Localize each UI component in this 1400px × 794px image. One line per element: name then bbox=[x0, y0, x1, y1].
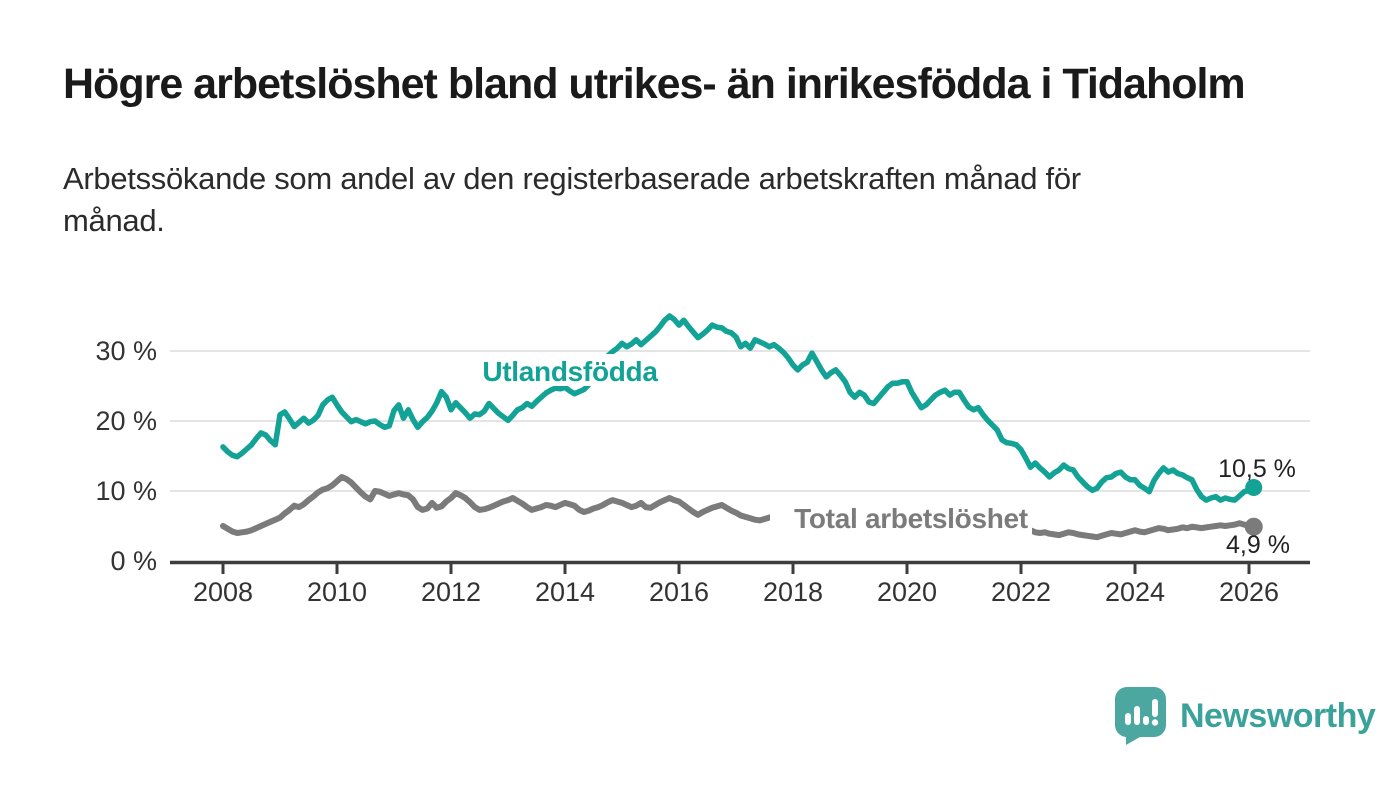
brand-footer: Newsworthy bbox=[1114, 686, 1376, 746]
exclamation-dot bbox=[1151, 719, 1159, 726]
x-tick-label: 2022 bbox=[991, 577, 1051, 607]
x-tick-label: 2018 bbox=[763, 577, 823, 607]
y-tick-label: 10 % bbox=[95, 476, 157, 506]
series-end-dot-utlandsfodda bbox=[1245, 479, 1263, 496]
bar-2 bbox=[1134, 706, 1140, 725]
x-tick-label: 2024 bbox=[1105, 577, 1165, 607]
y-tick-label: 30 % bbox=[95, 336, 157, 366]
x-tick-label: 2010 bbox=[307, 577, 367, 607]
x-tick-label: 2008 bbox=[193, 577, 253, 607]
y-tick-label: 0 % bbox=[110, 546, 157, 576]
x-tick-label: 2026 bbox=[1219, 577, 1279, 607]
chart-subtitle-line1: Arbetssökande som andel av den registerb… bbox=[63, 161, 1081, 196]
chart-subtitle: Arbetssökande som andel av den registerb… bbox=[63, 158, 1081, 242]
chart-subtitle-line2: månad. bbox=[63, 203, 165, 238]
x-tick-label: 2020 bbox=[877, 577, 937, 607]
series-label-utlandsfodda: Utlandsfödda bbox=[482, 356, 658, 387]
exclamation-bar bbox=[1152, 699, 1158, 717]
series-line-utlandsfodda bbox=[220, 313, 1257, 503]
newsworthy-logo-icon bbox=[1114, 687, 1166, 745]
chart-title: Högre arbetslöshet bland utrikes- än inr… bbox=[63, 60, 1246, 108]
bar-1 bbox=[1125, 713, 1131, 725]
y-tick-label: 20 % bbox=[95, 406, 157, 436]
series-label-mask-total bbox=[770, 505, 1032, 537]
series-end-value-utlandsfodda: 10,5 % bbox=[1218, 455, 1296, 483]
bar-3 bbox=[1143, 716, 1149, 725]
series-end-dot-total bbox=[1244, 517, 1263, 536]
series-label-total: Total arbetslöshet bbox=[794, 503, 1028, 534]
series-label-mask-utlandsfodda bbox=[466, 354, 674, 386]
brand-name: Newsworthy bbox=[1180, 696, 1376, 735]
speech-bubble-shape bbox=[1114, 687, 1166, 745]
x-tick-label: 2014 bbox=[535, 577, 595, 607]
series-end-value-total: 4,9 % bbox=[1226, 531, 1290, 559]
x-tick-label: 2016 bbox=[649, 577, 709, 607]
series-line-total bbox=[220, 474, 1257, 541]
x-tick-label: 2012 bbox=[421, 577, 481, 607]
